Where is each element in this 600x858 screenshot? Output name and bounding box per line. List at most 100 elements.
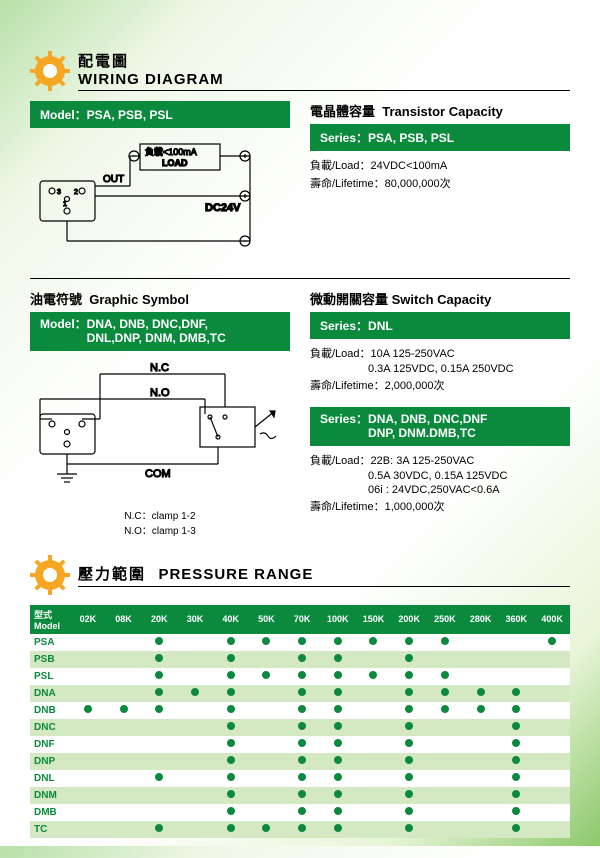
table-cell (356, 736, 392, 753)
table-cell (106, 753, 142, 770)
table-cell (498, 702, 534, 719)
table-cell (70, 702, 106, 719)
svg-text:N.C: N.C (150, 362, 169, 374)
table-cell (106, 821, 142, 838)
section3-title-group: 壓力範圍 PRESSURE RANGE (78, 563, 570, 587)
table-cell (320, 821, 356, 838)
model-bar-1: Model：PSA, PSB, PSL (30, 101, 290, 128)
table-cell (427, 634, 463, 651)
table-cell (427, 702, 463, 719)
out-label: OUT (103, 174, 124, 185)
table-row: DNP (30, 753, 570, 770)
dot-icon (84, 705, 92, 713)
pressure-range-table: 型式Model02K08K20K30K40K50K70K100K150K200K… (30, 605, 570, 838)
table-cell (463, 668, 499, 685)
table-cell (213, 702, 249, 719)
dot-icon (405, 824, 413, 832)
table-cell (498, 685, 534, 702)
table-cell (391, 753, 427, 770)
table-cell (249, 736, 285, 753)
table-row: PSL (30, 668, 570, 685)
spec-multi-load2: 0.5A 30VDC, 0.15A 125VDC (310, 470, 570, 482)
table-cell (141, 804, 177, 821)
dot-icon (334, 637, 342, 645)
table-cell (391, 770, 427, 787)
table-cell (177, 634, 213, 651)
table-cell (356, 668, 392, 685)
dot-icon (405, 773, 413, 781)
table-cell (320, 719, 356, 736)
model-value: PSA, PSB, PSL (87, 108, 173, 122)
table-cell (213, 753, 249, 770)
table-cell (249, 787, 285, 804)
table-row: DNB (30, 702, 570, 719)
wiring-diagram-1: 3 2 1 OUT 負載<100mA LOAD (30, 136, 290, 256)
dot-icon (334, 722, 342, 730)
dot-icon (405, 671, 413, 679)
dot-icon (191, 688, 199, 696)
table-cell (249, 651, 285, 668)
table-cell (177, 719, 213, 736)
svg-text:N.O: N.O (150, 387, 170, 399)
table-cell (177, 821, 213, 838)
row-model: PSA (30, 634, 70, 651)
dot-icon (334, 705, 342, 713)
table-cell (177, 770, 213, 787)
table-cell (320, 770, 356, 787)
table-cell (106, 787, 142, 804)
table-cell (391, 736, 427, 753)
table-cell (498, 668, 534, 685)
table-cell (427, 736, 463, 753)
table-cell (106, 736, 142, 753)
table-cell (534, 634, 570, 651)
svg-text:DC24V: DC24V (205, 202, 241, 214)
table-row: DNA (30, 685, 570, 702)
table-cell (498, 736, 534, 753)
section1-right: 電晶體容量 Transistor Capacity Series：PSA, PS… (310, 101, 570, 264)
dot-icon (512, 790, 520, 798)
row-model: DNF (30, 736, 70, 753)
table-cell (391, 685, 427, 702)
table-cell (249, 719, 285, 736)
spec-load-1: 負載/Load：24VDC<100mA (310, 157, 570, 173)
series-value: PSA, PSB, PSL (368, 131, 454, 145)
dot-icon (405, 790, 413, 798)
table-cell (498, 634, 534, 651)
table-row: DNC (30, 719, 570, 736)
table-cell (320, 685, 356, 702)
table-cell (141, 651, 177, 668)
table-cell (391, 668, 427, 685)
table-header-col: 250K (427, 605, 463, 634)
dot-icon (512, 773, 520, 781)
dot-icon (298, 637, 306, 645)
dot-icon (298, 824, 306, 832)
table-row: TC (30, 821, 570, 838)
wiring-diagram-2: N.C N.O (30, 359, 290, 499)
table-cell (141, 787, 177, 804)
table-cell (463, 634, 499, 651)
divider-1 (30, 278, 570, 279)
table-cell (427, 821, 463, 838)
spec-life-1: 壽命/Lifetime：80,000,000次 (310, 175, 570, 191)
table-cell (70, 736, 106, 753)
row-model: DNA (30, 685, 70, 702)
table-header-col: 20K (141, 605, 177, 634)
table-cell (356, 634, 392, 651)
dot-icon (334, 790, 342, 798)
table-cell (70, 668, 106, 685)
spec-multi-life: 壽命/Lifetime：1,000,000次 (310, 498, 570, 514)
table-cell (70, 685, 106, 702)
dot-icon (298, 790, 306, 798)
table-cell (106, 668, 142, 685)
gear-icon (30, 555, 70, 595)
table-cell (177, 651, 213, 668)
table-cell (106, 702, 142, 719)
table-cell (70, 787, 106, 804)
table-cell (356, 702, 392, 719)
table-cell (463, 770, 499, 787)
table-cell (70, 651, 106, 668)
dot-icon (405, 722, 413, 730)
table-cell (284, 804, 320, 821)
dot-icon (334, 671, 342, 679)
dot-icon (227, 654, 235, 662)
